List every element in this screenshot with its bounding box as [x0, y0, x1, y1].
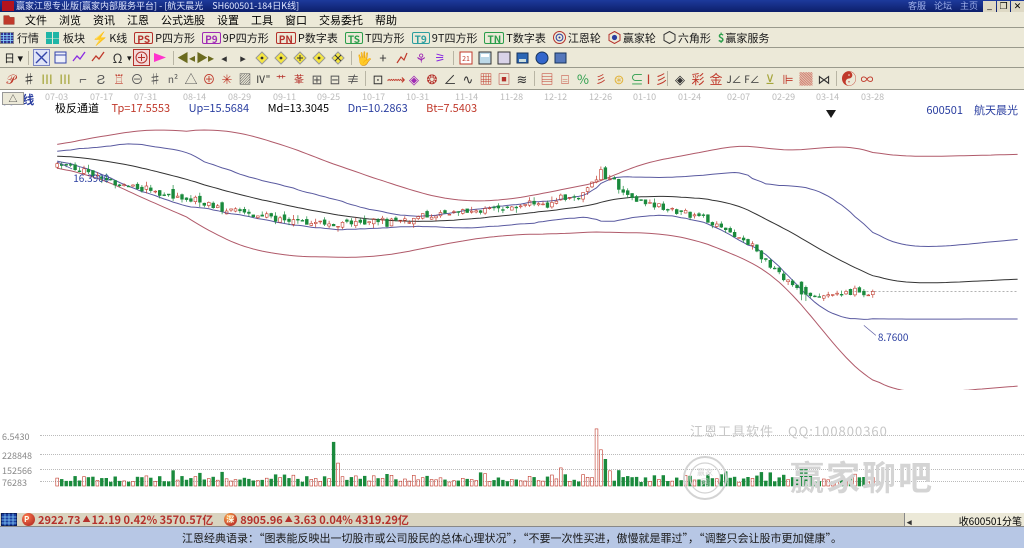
- svg-text:网: 网: [701, 477, 709, 488]
- svg-text:21: 21: [462, 54, 470, 64]
- svg-text:赢家聊吧: 赢家聊吧: [790, 451, 934, 500]
